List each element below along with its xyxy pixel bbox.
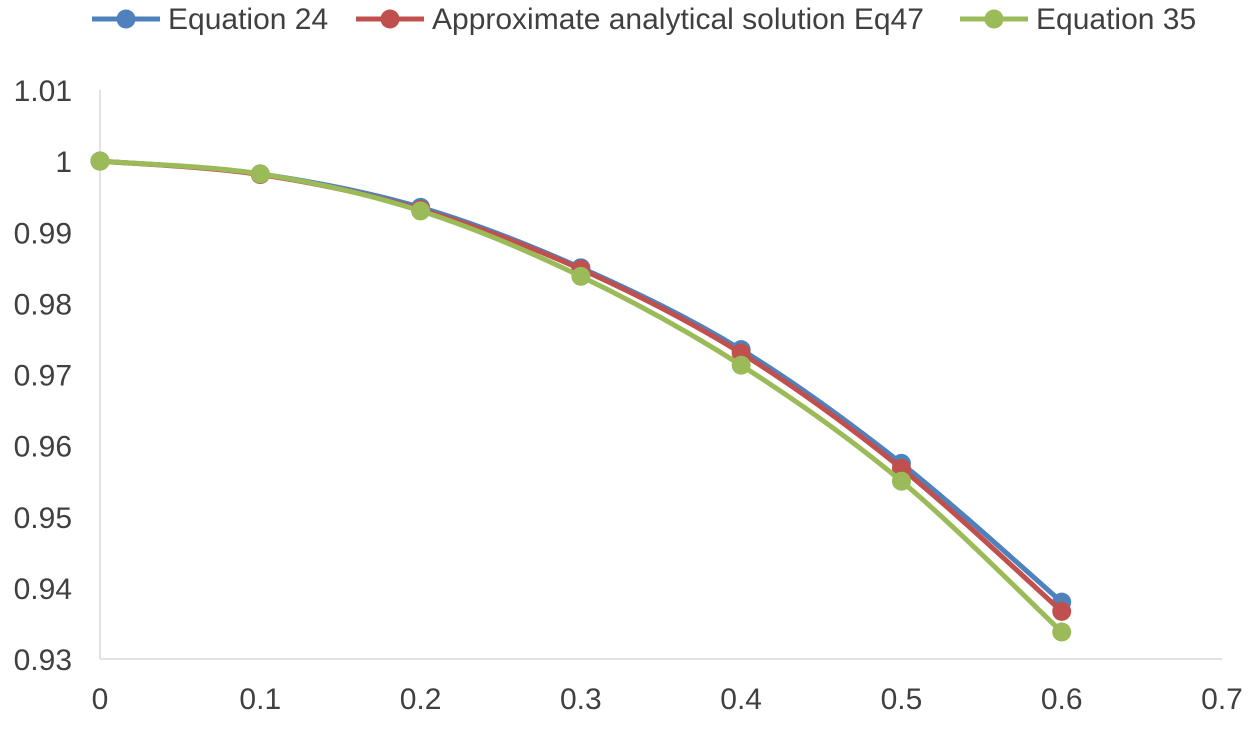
y-tick-label: 0.98 <box>14 288 72 321</box>
data-point <box>1052 601 1072 621</box>
data-point <box>250 164 270 184</box>
data-point <box>411 201 431 221</box>
legend-label: Equation 24 <box>168 3 328 36</box>
data-point <box>891 471 911 491</box>
x-tick-label: 0 <box>92 683 109 716</box>
y-tick-label: 1.01 <box>14 75 72 108</box>
y-tick-label: 0.99 <box>14 217 72 250</box>
y-tick-label: 1 <box>55 146 72 179</box>
y-tick-label: 0.96 <box>14 431 72 464</box>
series-line <box>97 158 1065 635</box>
y-tick-label: 0.95 <box>14 502 72 535</box>
series-3 <box>90 151 1072 642</box>
legend-item: Approximate analytical solution Eq47 <box>356 3 924 36</box>
legend-swatch-marker <box>380 9 400 29</box>
series-line <box>97 158 1065 605</box>
legend: Equation 24 Approximate analytical soluti… <box>92 3 1196 36</box>
y-tick-label: 0.94 <box>14 573 72 606</box>
data-point <box>571 266 591 286</box>
data-point <box>731 355 751 375</box>
x-tick-label: 0.2 <box>400 683 442 716</box>
series-line <box>97 158 1065 614</box>
legend-item: Equation 24 <box>92 3 328 36</box>
legend-item: Equation 35 <box>960 3 1196 36</box>
legend-label: Approximate analytical solution Eq47 <box>432 3 924 36</box>
data-point <box>1052 622 1072 642</box>
axes: 0 0.1 0.2 0.3 0.4 0.5 0.6 0.7 1.01 1 0.99 0.98 0.97 0… <box>14 75 1243 716</box>
legend-label: Equation 35 <box>1036 3 1196 36</box>
series-group <box>90 151 1072 642</box>
x-tick-label: 0.6 <box>1041 683 1083 716</box>
y-tick-label: 0.93 <box>14 644 72 677</box>
legend-swatch-marker <box>116 9 136 29</box>
legend-swatch-marker <box>984 9 1004 29</box>
x-tick-label: 0.3 <box>560 683 602 716</box>
x-tick-label: 0.5 <box>881 683 923 716</box>
y-tick-label: 0.97 <box>14 360 72 393</box>
x-tick-label: 0.4 <box>720 683 762 716</box>
series-2 <box>90 151 1072 621</box>
series-1 <box>90 151 1072 612</box>
x-tick-label: 0.7 <box>1201 683 1243 716</box>
data-point <box>90 151 110 171</box>
x-tick-label: 0.1 <box>239 683 281 716</box>
